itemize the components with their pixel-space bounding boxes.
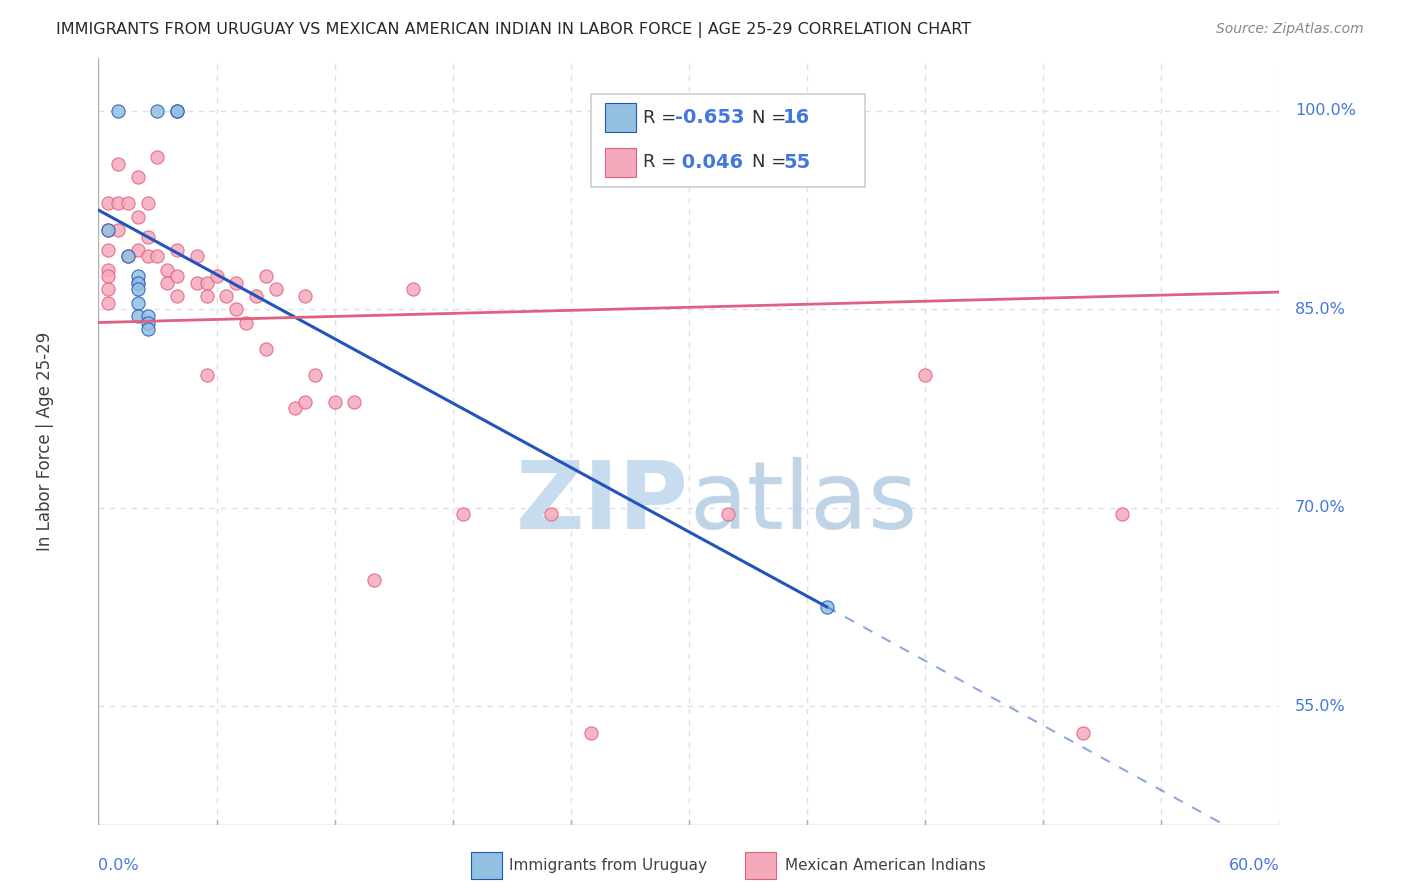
Text: N =: N = <box>752 153 792 171</box>
Point <box>127 276 149 290</box>
Point <box>323 395 346 409</box>
Text: IMMIGRANTS FROM URUGUAY VS MEXICAN AMERICAN INDIAN IN LABOR FORCE | AGE 25-29 CO: IMMIGRANTS FROM URUGUAY VS MEXICAN AMERI… <box>56 22 972 38</box>
Point <box>136 196 159 211</box>
Point <box>254 269 277 284</box>
Text: Source: ZipAtlas.com: Source: ZipAtlas.com <box>1216 22 1364 37</box>
Point <box>215 289 238 303</box>
Point <box>146 150 169 164</box>
Text: N =: N = <box>752 109 792 127</box>
Point <box>195 276 218 290</box>
Point <box>136 249 159 263</box>
Point <box>97 262 120 277</box>
Point <box>540 508 562 522</box>
Point <box>914 368 936 383</box>
Point <box>1071 725 1094 739</box>
Point <box>225 302 247 317</box>
Text: 0.0%: 0.0% <box>98 858 139 873</box>
Point <box>186 276 208 290</box>
Point <box>127 210 149 224</box>
Text: 16: 16 <box>783 108 810 128</box>
Point <box>186 249 208 263</box>
Point <box>245 289 267 303</box>
Point <box>97 269 120 284</box>
Point <box>136 316 159 330</box>
Point <box>717 508 740 522</box>
Point <box>451 508 474 522</box>
Point <box>254 342 277 356</box>
Point <box>127 276 149 290</box>
Point <box>107 157 129 171</box>
Point <box>136 229 159 244</box>
Point <box>97 196 120 211</box>
Point <box>304 368 326 383</box>
Point <box>402 282 425 296</box>
Point <box>166 243 188 257</box>
Text: 0.046: 0.046 <box>675 153 742 172</box>
Point <box>127 269 149 284</box>
Point <box>136 322 159 336</box>
Point <box>117 249 139 263</box>
Text: 55: 55 <box>783 153 810 172</box>
Text: R =: R = <box>643 153 682 171</box>
Point <box>166 103 188 118</box>
Point <box>156 262 179 277</box>
Text: atlas: atlas <box>689 457 917 549</box>
Point <box>97 223 120 237</box>
Point <box>579 725 602 739</box>
Text: Mexican American Indians: Mexican American Indians <box>785 858 986 872</box>
Point <box>166 103 188 118</box>
Point <box>97 282 120 296</box>
Point <box>225 276 247 290</box>
Point <box>127 243 149 257</box>
Point <box>1111 508 1133 522</box>
Text: 100.0%: 100.0% <box>1295 103 1357 119</box>
Point <box>146 103 169 118</box>
Text: -0.653: -0.653 <box>675 108 744 128</box>
Point <box>107 103 129 118</box>
Point <box>107 223 129 237</box>
Text: ZIP: ZIP <box>516 457 689 549</box>
Point <box>205 269 228 284</box>
Point <box>146 249 169 263</box>
Point <box>166 269 188 284</box>
Text: 55.0%: 55.0% <box>1295 698 1346 714</box>
Point <box>97 223 120 237</box>
Point <box>127 295 149 310</box>
Text: 70.0%: 70.0% <box>1295 500 1346 516</box>
Point <box>343 395 366 409</box>
Text: In Labor Force | Age 25-29: In Labor Force | Age 25-29 <box>37 332 55 551</box>
Point <box>127 282 149 296</box>
Point <box>107 196 129 211</box>
Point <box>284 401 307 416</box>
Point <box>97 295 120 310</box>
Point <box>127 169 149 184</box>
Text: R =: R = <box>643 109 682 127</box>
Point <box>815 599 838 614</box>
Point <box>235 316 257 330</box>
Text: 85.0%: 85.0% <box>1295 301 1346 317</box>
Point <box>195 289 218 303</box>
Point <box>363 574 385 588</box>
Point <box>117 196 139 211</box>
Point <box>117 249 139 263</box>
Text: 60.0%: 60.0% <box>1229 858 1279 873</box>
Point <box>97 243 120 257</box>
Point <box>127 309 149 323</box>
Point <box>264 282 287 296</box>
Point <box>294 289 316 303</box>
Point <box>166 289 188 303</box>
Point <box>136 309 159 323</box>
Text: Immigrants from Uruguay: Immigrants from Uruguay <box>509 858 707 872</box>
Point <box>156 276 179 290</box>
Point <box>195 368 218 383</box>
Point <box>294 395 316 409</box>
